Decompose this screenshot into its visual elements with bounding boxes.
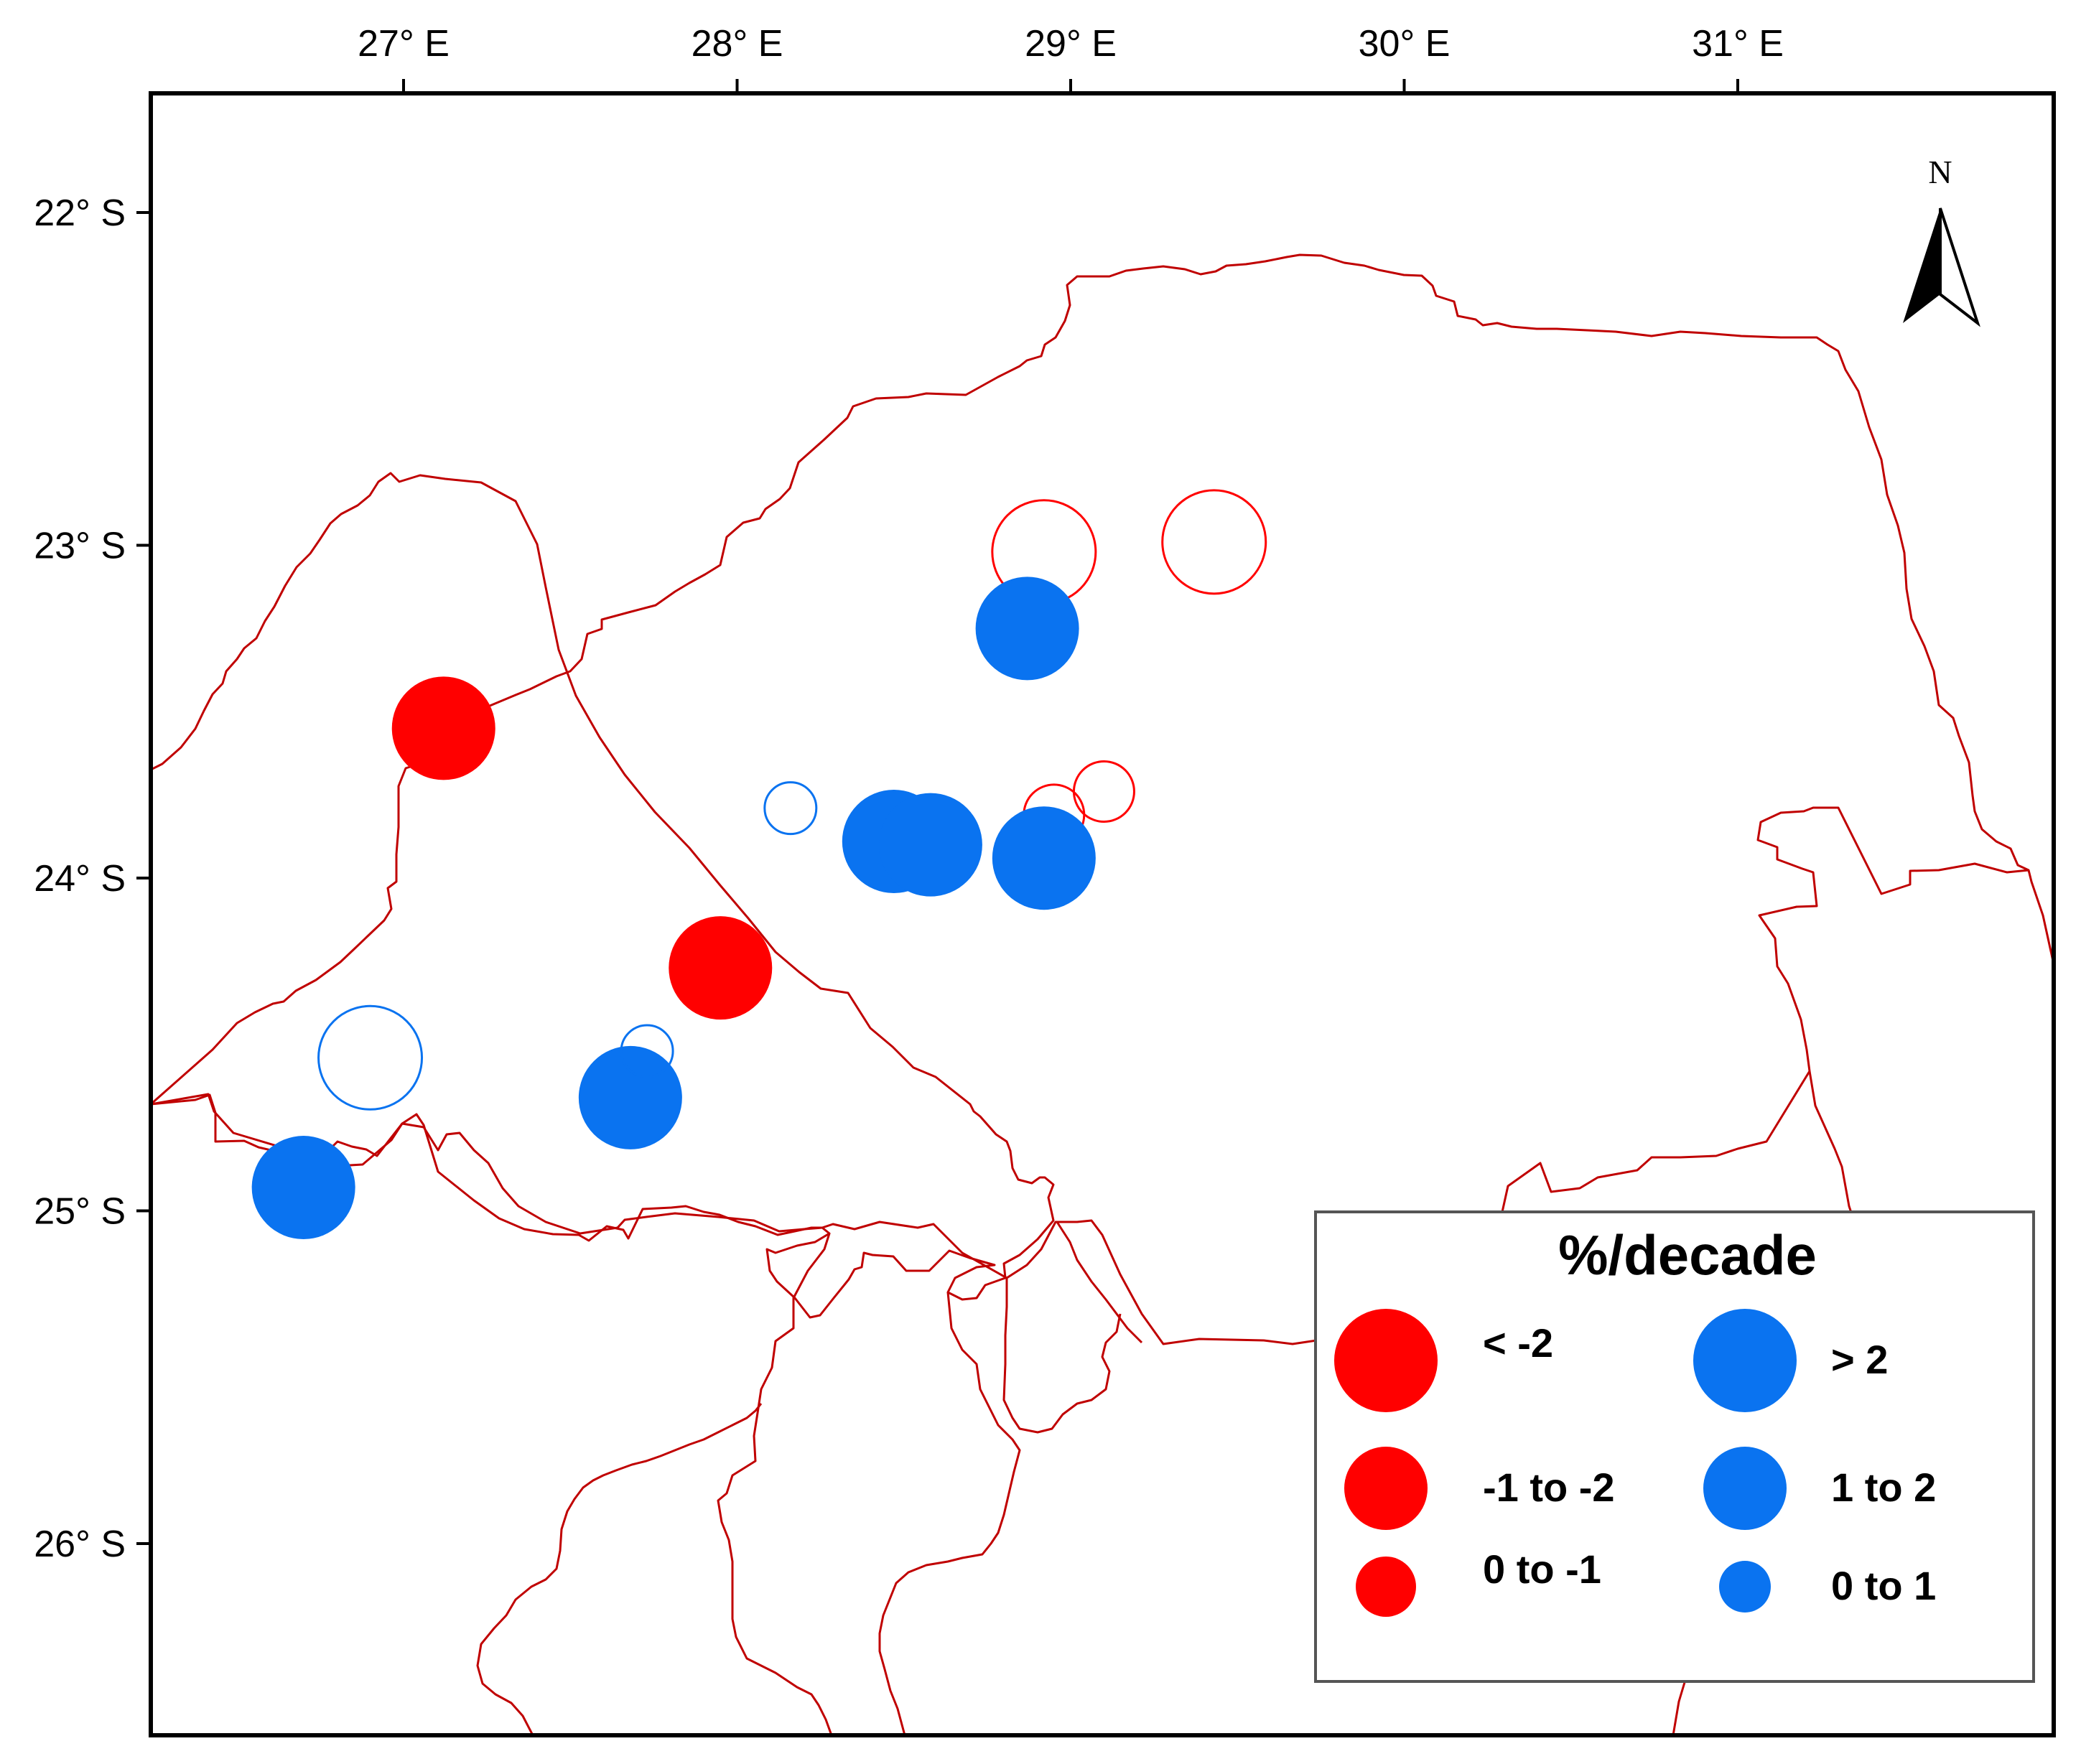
lat-tick-label: 22° S: [34, 192, 126, 234]
map-content: [151, 253, 2054, 1735]
map-frame: [149, 91, 2056, 1737]
north-arrow-label: N: [1928, 154, 1952, 190]
legend-marker-positive: [1719, 1561, 1771, 1613]
latitude-ticks: 22° S 23° S 24° S 25° S 26° S: [34, 192, 151, 1565]
legend-label-negative: -1 to -2: [1483, 1465, 1615, 1510]
limpopo-province-boundary: [151, 806, 2054, 1345]
lat-tick-label: 24° S: [34, 858, 126, 900]
station-marker: [620, 1024, 674, 1078]
station-marker: [975, 577, 1079, 681]
station-marker: [669, 916, 773, 1020]
legend-label-positive: > 2: [1831, 1337, 1888, 1382]
legend-marker-negative: [1344, 1447, 1428, 1530]
lon-tick-label: 27° E: [358, 23, 450, 65]
legend: %/decade < -2 -1 to -2 0 to -1 > 2 1 to 2 0 …: [1314, 1210, 2035, 1683]
station-marker: [878, 793, 982, 897]
lon-tick-label: 29° E: [1025, 23, 1117, 65]
legend-negative-column: < -2 -1 to -2 0 to -1: [1334, 1309, 1615, 1617]
legend-title: %/decade: [1558, 1223, 1817, 1287]
lat-tick-label: 25° S: [34, 1191, 126, 1233]
lat-tick-label: 26° S: [34, 1523, 126, 1565]
station-marker: [1072, 760, 1135, 823]
station-marker: [578, 1045, 682, 1149]
legend-label-negative: 0 to -1: [1483, 1546, 1601, 1592]
longitude-ticks: 27° E 28° E 29° E 30° E 31° E: [358, 23, 1784, 93]
legend-marker-positive: [1703, 1447, 1787, 1530]
station-marker: [1161, 489, 1267, 595]
district-boundary-4: [1056, 1221, 1143, 1344]
lon-tick-label: 28° E: [692, 23, 783, 65]
legend-marker-negative: [1334, 1309, 1438, 1412]
limpopo-province-outline: [151, 472, 1055, 1319]
station-markers: [251, 489, 1267, 1240]
southern-border-west: [717, 1233, 833, 1735]
district-boundary-2: [1002, 1278, 1122, 1434]
station-marker: [992, 806, 1096, 910]
north-arrow-icon: [1903, 208, 1940, 323]
graticule-axes: 27° E 28° E 29° E 30° E 31° E 22° S 23° S 24° …: [34, 23, 1784, 1565]
north-arrow: N: [1903, 154, 1980, 327]
station-marker: [763, 781, 818, 836]
legend-marker-positive: [1693, 1309, 1797, 1412]
north-arrow-icon-right: [1939, 207, 1980, 327]
district-boundary: [878, 1292, 1021, 1735]
district-boundary-3: [476, 1403, 763, 1735]
lon-tick-label: 31° E: [1692, 23, 1784, 65]
station-marker: [391, 676, 495, 780]
legend-label-negative: < -2: [1483, 1320, 1553, 1366]
station-marker: [317, 1004, 424, 1111]
lat-tick-label: 23° S: [34, 526, 126, 567]
legend-label-positive: 0 to 1: [1831, 1563, 1936, 1608]
legend-marker-negative: [1356, 1557, 1416, 1617]
lon-tick-label: 30° E: [1359, 23, 1451, 65]
legend-label-positive: 1 to 2: [1831, 1465, 1936, 1510]
legend-positive-column: > 2 1 to 2 0 to 1: [1693, 1309, 1936, 1613]
legend-box: [1314, 1210, 2035, 1683]
station-marker: [251, 1136, 355, 1240]
